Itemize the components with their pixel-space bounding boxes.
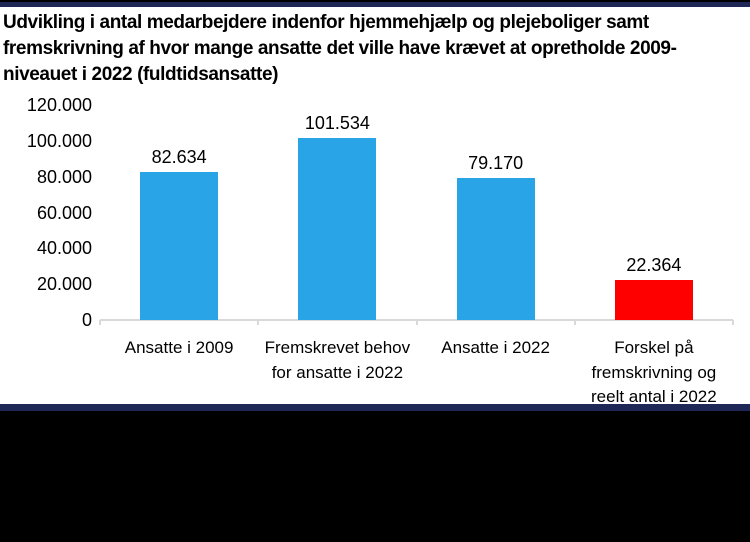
y-axis-tick-label: 40.000 xyxy=(36,238,92,259)
chart-title-line-3: niveauet i 2022 (fuldtidsansatte) xyxy=(3,64,279,85)
bar-value-label: 82.634 xyxy=(151,147,207,167)
bar-fremskrevet-behov-for-ansatte-i-2022 xyxy=(298,138,377,320)
x-axis-category-label-line: Fremskrevet behov xyxy=(264,338,411,357)
bar-ansatte-i-2009 xyxy=(140,172,219,320)
chart-title-line-2: fremskrivning af hvor mange ansatte det … xyxy=(3,38,677,59)
bar-value-label: 101.534 xyxy=(304,113,370,133)
x-axis-category-label-line: reelt antal i 2022 xyxy=(591,387,717,406)
x-axis-tick-mark xyxy=(415,320,418,325)
x-axis-category-label-line: Ansatte i 2022 xyxy=(441,338,550,357)
bottom-navy-stripe xyxy=(0,404,750,411)
y-axis-tick-label: 0 xyxy=(81,310,92,330)
x-axis-category-label-line: Forskel på xyxy=(614,338,694,357)
y-axis-tick-label: 120.000 xyxy=(26,95,92,115)
x-axis-category-label-line: Ansatte i 2009 xyxy=(124,338,234,357)
x-axis-category-label: Ansatte i 2009 xyxy=(100,336,258,361)
chart-title: Udvikling i antal medarbejdere indenfor … xyxy=(3,10,747,88)
bar-ansatte-i-2022 xyxy=(456,178,535,320)
x-axis-tick-mark xyxy=(99,320,101,325)
chart-title-line-1: Udvikling i antal medarbejdere indenfor … xyxy=(3,12,649,33)
footer-black-band xyxy=(0,411,750,542)
x-axis-category-label: Fremskrevet behov for ansatte i 2022 xyxy=(258,336,416,385)
bar-value-label: 22.364 xyxy=(626,255,682,275)
bar-forskel-p-fremskrivning-og-reelt-antal-i-2022 xyxy=(614,280,693,320)
top-black-border xyxy=(0,0,750,2)
x-axis-category-label: Forskel på fremskrivning og reelt antal i … xyxy=(575,336,733,410)
y-axis-tick-label: 60.000 xyxy=(36,202,92,223)
x-axis-tick-mark xyxy=(732,320,734,325)
bar-value-label: 79.170 xyxy=(468,153,524,173)
x-axis-category-label: Ansatte i 2022 xyxy=(417,336,575,361)
x-axis-category-label-line: fremskrivning og xyxy=(591,362,717,382)
y-axis-tick-label: 100.000 xyxy=(26,130,92,151)
y-axis-tick-label: 80.000 xyxy=(36,166,92,187)
x-axis-category-label-line: for ansatte i 2022 xyxy=(271,362,404,382)
x-axis-tick-mark xyxy=(257,320,260,325)
top-navy-stripe xyxy=(0,2,750,7)
x-axis-tick-mark xyxy=(573,320,576,325)
y-axis-tick-label: 20.000 xyxy=(36,274,92,295)
